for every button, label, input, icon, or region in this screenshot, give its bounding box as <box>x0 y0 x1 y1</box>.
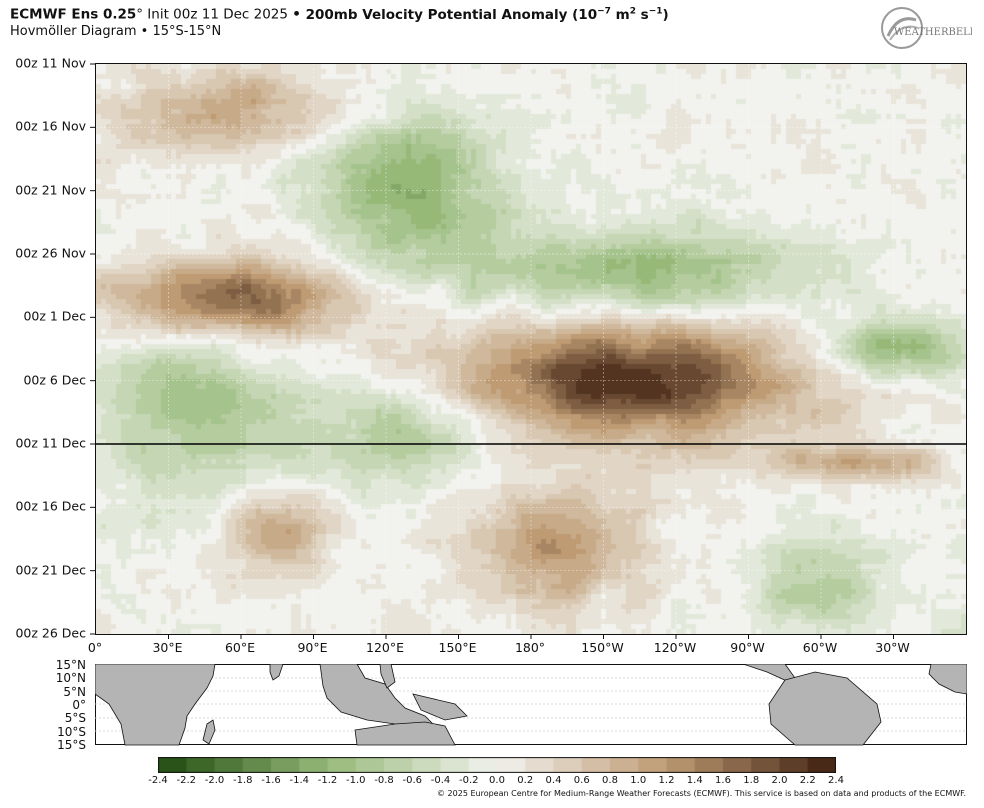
hovmoller-overlay <box>90 63 967 639</box>
colorbar-tick-label: -0.2 <box>458 775 479 786</box>
west-africa-landmass <box>928 664 967 695</box>
y-tick-label: 00z 1 Dec <box>23 308 86 324</box>
latitude-tick-label: 15°N <box>55 658 86 672</box>
map-gridlines <box>95 677 967 732</box>
x-tick-label: 30°E <box>152 640 183 655</box>
philippines-landmass <box>379 664 396 689</box>
y-tick-label: 00z 16 Nov <box>15 118 86 134</box>
colorbar-tick-label: -0.4 <box>430 775 451 786</box>
colorbar-tick-label: -1.2 <box>317 775 338 786</box>
colorbar-tick-label: -2.0 <box>204 775 225 786</box>
colorbar-tick-label: -1.4 <box>289 775 310 786</box>
logo-text: WEATHERBELL <box>894 27 972 38</box>
colorbar-tick-label: 0.8 <box>602 775 618 786</box>
weatherbell-logo: WEATHERBELL <box>881 7 972 49</box>
australia-landmass <box>354 721 456 746</box>
maritime-continent-landmass <box>319 664 437 727</box>
y-tick-label: 00z 16 Dec <box>15 498 86 514</box>
new-guinea-landmass <box>412 693 468 721</box>
colorbar-tick-label: 0.6 <box>573 775 590 786</box>
colorbar-tick-label: 0.0 <box>489 775 505 786</box>
colorbar-tick-label: -0.8 <box>374 775 394 786</box>
india-landmass <box>269 664 284 681</box>
south-america-landmass <box>768 671 882 746</box>
y-tick-label: 00z 11 Dec <box>15 435 86 451</box>
colorbar-tick-label: 0.2 <box>517 775 534 786</box>
y-tick-label: 00z 21 Dec <box>15 562 86 578</box>
chart-subtitle: Hovmöller Diagram • 15°S-15°N <box>10 24 222 39</box>
colorbar-tick-label: 1.2 <box>658 775 675 786</box>
colorbar-tick-label: 1.6 <box>715 775 731 786</box>
colorbar-tick-label: 1.0 <box>630 775 647 786</box>
y-tick-label: 00z 26 Nov <box>15 245 86 261</box>
y-tick-label: 00z 26 Dec <box>15 625 86 641</box>
madagascar-landmass <box>202 719 216 745</box>
x-tick-label: 150°W <box>581 640 624 655</box>
x-tick-label: 90°W <box>730 640 765 655</box>
latitude-tick-label: 5°N <box>63 684 86 699</box>
x-tick-label: 90°E <box>297 640 328 655</box>
x-tick-label: 150°E <box>438 640 477 655</box>
x-tick-label: 120°W <box>653 640 697 655</box>
latitude-tick-label: 10°N <box>55 671 86 686</box>
y-tick-label: 00z 11 Nov <box>15 55 86 71</box>
colorbar-tick-label: -2.4 <box>148 775 168 786</box>
title-model: ECMWF Ens 0.25 <box>10 6 137 23</box>
title-init: Init 00z 11 Dec 2025 <box>143 6 293 23</box>
reference-map <box>95 664 967 746</box>
x-tick-label: 60°W <box>802 640 838 655</box>
colorbar-tick-label: -1.8 <box>232 775 253 786</box>
latitude-tick-label: 10°S <box>57 724 86 739</box>
colorbar-tick-label: -1.6 <box>261 775 281 786</box>
x-tick-label: 60°E <box>224 640 256 655</box>
colorbar-tick-label: -2.2 <box>176 775 197 786</box>
latitude-tick-label: 15°S <box>57 737 86 752</box>
colorbar-tick-label: 0.4 <box>545 775 562 786</box>
y-tick-label: 00z 6 Dec <box>23 372 86 388</box>
title-field: 200mb Velocity Potential Anomaly (10−7 m… <box>300 6 669 23</box>
latitude-tick-label: 0° <box>72 697 86 712</box>
africa-landmass <box>95 664 216 746</box>
x-tick-label: 30°W <box>875 640 910 655</box>
x-tick-label: 0° <box>87 640 103 655</box>
colorbar-tick-label: 1.8 <box>743 775 760 786</box>
y-tick-label: 00z 21 Nov <box>15 182 86 198</box>
colorbar-tick-label: 2.2 <box>799 775 816 786</box>
colorbar-tick-label: -0.6 <box>402 775 423 786</box>
x-tick-label: 120°E <box>365 640 405 655</box>
colorbar-tick-label: 2.4 <box>828 775 844 786</box>
latitude-tick-label: 5°S <box>64 711 86 726</box>
copyright-notice: © 2025 European Centre for Medium-Range … <box>437 789 966 798</box>
colorbar-tick-label: 2.0 <box>771 775 788 786</box>
colorbar-tick-label: 1.4 <box>686 775 703 786</box>
colorbar <box>158 757 836 773</box>
x-tick-label: 180° <box>514 640 546 655</box>
colorbar-tick-label: -1.0 <box>345 775 366 786</box>
chart-title: ECMWF Ens 0.25° Init 00z 11 Dec 2025 • 2… <box>10 6 669 23</box>
